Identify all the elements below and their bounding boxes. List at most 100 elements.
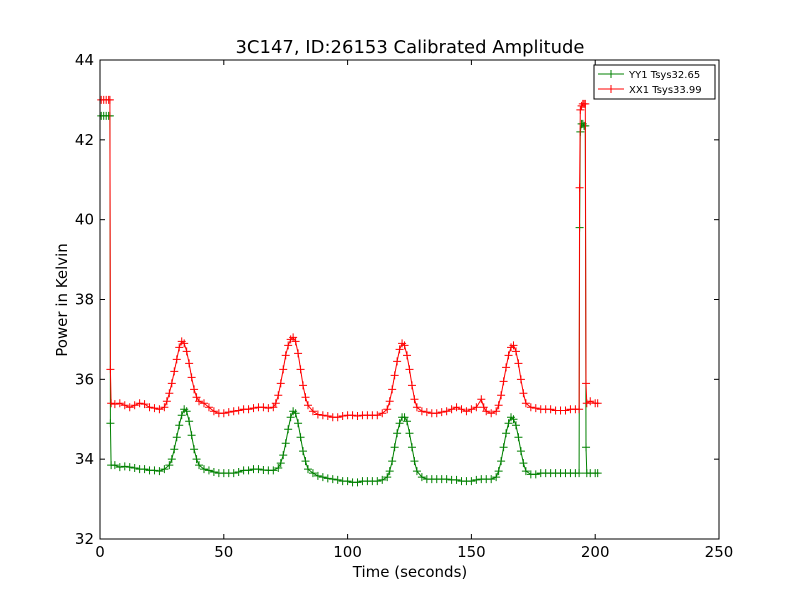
data-point: [400, 341, 409, 350]
data-point: [390, 371, 399, 380]
data-point: [492, 473, 501, 482]
data-point: [291, 337, 300, 346]
ticks-layer: 0 50 100 150 200 250 32 34 36 38 40 42 44: [75, 51, 733, 561]
data-point: [499, 377, 508, 386]
data-point: [581, 99, 590, 108]
data-point: [150, 404, 159, 413]
data-point: [219, 409, 228, 418]
data-point: [576, 105, 585, 114]
data-point: [504, 419, 513, 428]
data-point: [467, 477, 476, 486]
data-point: [279, 365, 288, 374]
data-point: [318, 473, 327, 482]
data-point: [274, 463, 283, 472]
data-point: [170, 445, 179, 454]
data-point: [145, 403, 154, 412]
plot-background: [100, 60, 719, 539]
data-point: [182, 347, 191, 356]
legend: YY1 Tsys32.65 XX1 Tsys33.99: [593, 64, 716, 100]
data-point: [457, 405, 466, 414]
x-tick-label: 0: [95, 543, 105, 561]
data-point: [521, 467, 530, 476]
data-point: [155, 405, 164, 414]
data-point: [442, 475, 451, 484]
data-point: [115, 463, 124, 472]
data-point: [575, 469, 584, 478]
data-point: [106, 419, 115, 428]
data-point: [582, 379, 591, 388]
x-tick-label: 50: [214, 543, 233, 561]
data-point: [313, 471, 322, 480]
y-tick-label: 32: [75, 530, 94, 548]
data-point: [234, 467, 243, 476]
y-tick-label: 44: [75, 51, 94, 69]
data-point: [447, 405, 456, 414]
data-point: [494, 401, 503, 410]
data-point: [497, 457, 506, 466]
data-point: [511, 421, 520, 430]
legend-label: YY1 Tsys32.65: [628, 70, 700, 81]
data-point: [519, 389, 528, 398]
data-point: [195, 397, 204, 406]
data-point: [296, 433, 305, 442]
data-point: [170, 367, 179, 376]
data-point: [410, 395, 419, 404]
data-point: [155, 467, 164, 476]
plot-area: 0 50 100 150 200 250 32 34 36 38 40 42 44: [75, 51, 733, 561]
data-point: [561, 406, 570, 415]
data-point: [432, 409, 441, 418]
y-tick-label: 42: [75, 131, 94, 149]
data-point: [301, 393, 310, 402]
data-point: [274, 391, 283, 400]
data-point: [182, 407, 191, 416]
y-tick-label: 38: [75, 291, 94, 309]
data-point: [187, 373, 196, 382]
data-point: [467, 405, 476, 414]
series-layer: [97, 95, 602, 487]
data-point: [276, 379, 285, 388]
data-point: [279, 451, 288, 460]
data-point: [575, 183, 584, 192]
data-point: [185, 417, 194, 426]
data-point: [105, 95, 114, 104]
data-point: [519, 459, 528, 468]
data-point: [328, 475, 337, 484]
data-point: [348, 411, 357, 420]
data-point: [417, 473, 426, 482]
data-point: [482, 407, 491, 416]
data-point: [502, 363, 511, 372]
data-point: [323, 474, 332, 483]
data-point: [405, 429, 414, 438]
data-point: [586, 397, 595, 406]
data-point: [199, 465, 208, 474]
data-point: [204, 403, 213, 412]
data-point: [264, 404, 273, 413]
data-point: [378, 475, 387, 484]
legend-item: XX1 Tsys33.99: [598, 85, 702, 96]
y-tick-label: 40: [75, 211, 94, 229]
data-point: [294, 349, 303, 358]
x-tick-label: 200: [581, 543, 610, 561]
data-point: [403, 351, 412, 360]
data-point: [442, 407, 451, 416]
data-point: [531, 404, 540, 413]
data-point: [494, 467, 503, 476]
data-point: [487, 475, 496, 484]
data-point: [373, 477, 382, 486]
data-point: [284, 341, 293, 350]
data-point: [308, 469, 317, 478]
data-point: [593, 399, 602, 408]
data-point: [504, 351, 513, 360]
data-point: [160, 465, 169, 474]
data-point: [452, 403, 461, 412]
data-point: [199, 399, 208, 408]
data-point: [187, 431, 196, 440]
legend-swatch-marker: [607, 85, 615, 93]
data-point: [407, 381, 416, 390]
x-axis-label: Time (seconds): [352, 563, 468, 581]
data-point: [190, 445, 199, 454]
data-point: [477, 395, 486, 404]
data-point: [546, 405, 555, 414]
x-tick-label: 150: [457, 543, 486, 561]
data-point: [175, 421, 184, 430]
